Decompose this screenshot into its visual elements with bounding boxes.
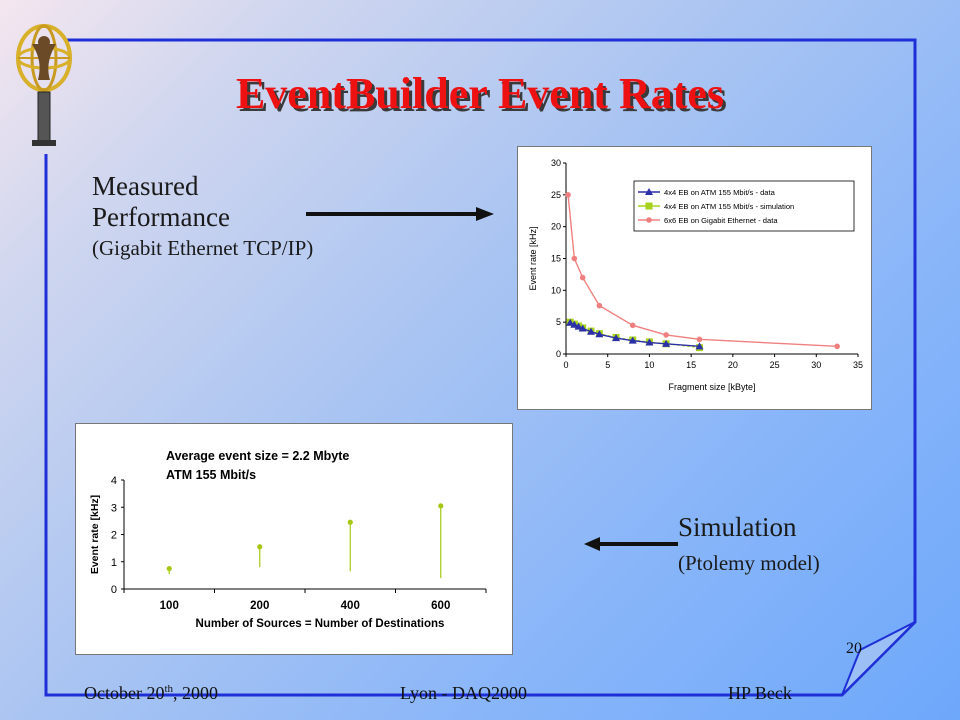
arrow-left-icon <box>584 537 678 551</box>
data-point-circle <box>579 274 586 281</box>
x-tick-label: 20 <box>728 360 738 370</box>
x-tick-label: 15 <box>686 360 696 370</box>
data-point-circle <box>596 302 603 309</box>
data-point-triangle <box>578 324 587 332</box>
simulation-label: Simulation <box>678 512 797 542</box>
legend-label: 4x4 EB on ATM 155 Mbit/s - simulation <box>664 202 794 211</box>
x-category-label: 400 <box>341 600 360 612</box>
y-tick-label: 15 <box>551 254 561 264</box>
data-point <box>347 519 353 525</box>
data-point-circle <box>565 192 571 198</box>
data-point <box>438 503 444 509</box>
slide-number: 20 <box>846 640 862 657</box>
measured-line2: Performance <box>92 202 230 232</box>
chart-title: Average event size = 2.2 Mbyte <box>166 449 349 463</box>
data-point-triangle <box>695 342 704 350</box>
x-category-label: 100 <box>160 600 179 612</box>
data-point-triangle <box>612 334 621 342</box>
y-axis-label: Event rate [kHz] <box>528 226 538 290</box>
chart-subtitle: ATM 155 Mbit/s <box>166 468 256 482</box>
x-axis-label: Fragment size [kByte] <box>668 382 755 392</box>
footer-venue: Lyon - DAQ2000 <box>400 683 527 703</box>
data-point-square <box>645 202 653 210</box>
chart2-svg: Average event size = 2.2 Mbyte ATM 155 Mb… <box>89 449 487 630</box>
x-tick-label: 5 <box>605 360 610 370</box>
legend-label: 6x6 EB on Gigabit Ethernet - data <box>664 216 778 225</box>
y-tick-label: 0 <box>111 584 117 596</box>
chart1-svg: 0 5 10 15 20 25 30 0 5 10 15 20 25 30 35 Fragment size … <box>528 158 863 392</box>
y-tick-label: 30 <box>551 158 561 168</box>
data-point-triangle <box>566 318 575 326</box>
data-point-circle <box>646 217 652 223</box>
y-tick-label: 1 <box>111 557 117 569</box>
y-tick-label: 20 <box>551 222 561 232</box>
data-point-triangle <box>662 339 671 347</box>
y-tick-label: 10 <box>551 285 561 295</box>
x-tick-label: 0 <box>563 360 568 370</box>
measured-line1: Measured <box>92 171 199 201</box>
legend-label: 4x4 EB on ATM 155 Mbit/s - data <box>664 188 776 197</box>
y-tick-label: 5 <box>556 317 561 327</box>
footer-date: October 20th, 2000 <box>78 683 224 704</box>
measured-subtitle: (Gigabit Ethernet TCP/IP) <box>92 236 314 260</box>
data-point <box>166 565 172 572</box>
event-rate-vs-fragment-size-chart: 0 5 10 15 20 25 30 0 5 10 15 20 25 30 35 Fragment size … <box>517 146 872 410</box>
data-point <box>257 544 263 550</box>
x-tick-label: 30 <box>811 360 821 370</box>
data-point-triangle <box>595 330 604 338</box>
x-tick-label: 25 <box>770 360 780 370</box>
series-line <box>567 194 838 348</box>
x-category-label: 200 <box>250 600 269 612</box>
data-point-circle <box>696 336 703 343</box>
y-tick-label: 4 <box>111 475 117 487</box>
data-point-triangle <box>574 322 583 330</box>
x-tick-label: 10 <box>644 360 654 370</box>
y-tick-label: 2 <box>111 530 117 542</box>
folded-corner <box>841 621 916 696</box>
data-point-triangle <box>645 338 654 346</box>
y-tick-label: 25 <box>551 190 561 200</box>
data-point-triangle <box>628 336 637 344</box>
footer-date-suffix: , 2000 <box>173 683 219 703</box>
x-axis-label: Number of Sources = Number of Destinatio… <box>196 618 445 630</box>
x-category-label: 600 <box>431 600 450 612</box>
simulation-subtitle: (Ptolemy model) <box>678 551 820 575</box>
simulation-event-rate-chart: Average event size = 2.2 Mbyte ATM 155 Mb… <box>75 423 513 655</box>
arrow-right-icon <box>306 207 494 221</box>
footer-date-sup: th <box>164 683 174 695</box>
data-point-circle <box>663 332 669 338</box>
data-point-circle <box>834 343 840 350</box>
slide-title: EventBuilder Event Rates <box>235 69 725 118</box>
data-point-triangle <box>570 320 579 328</box>
data-point-triangle <box>587 327 596 335</box>
measured-performance-label: Measured Performance <box>92 171 230 233</box>
legend-box <box>633 180 855 232</box>
footer-date-prefix: October 20 <box>84 683 165 703</box>
y-tick-label: 3 <box>111 502 117 514</box>
data-point-circle <box>571 255 578 262</box>
data-point-circle <box>629 322 636 329</box>
atlas-logo-icon <box>16 24 72 146</box>
y-tick-label: 0 <box>556 349 561 359</box>
data-point-triangle <box>645 188 653 195</box>
footer-author: HP Beck <box>728 683 792 703</box>
x-tick-label: 35 <box>853 360 863 370</box>
y-axis-label: Event rate [kHz] <box>89 495 101 574</box>
